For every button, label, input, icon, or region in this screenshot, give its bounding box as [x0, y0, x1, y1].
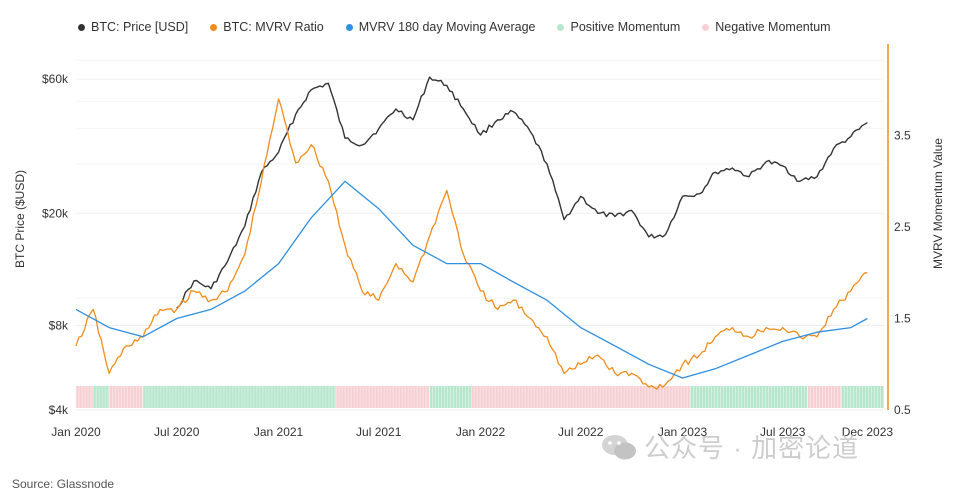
x-tick-label: Jan 2020 — [51, 425, 101, 439]
legend-item: Negative Momentum — [702, 20, 831, 34]
legend-marker — [78, 23, 85, 31]
source-note: Source: Glassnode — [12, 477, 115, 491]
legend-label: Positive Momentum — [570, 20, 681, 34]
x-tick-label: Jul 2022 — [558, 425, 604, 439]
negative-momentum-band — [109, 386, 143, 408]
positive-momentum-band — [690, 386, 808, 408]
x-tick-label: Jan 2023 — [658, 425, 708, 439]
positive-momentum-band — [841, 386, 884, 408]
legend-label: MVRV 180 day Moving Average — [358, 20, 536, 34]
negative-momentum-band — [336, 386, 430, 408]
legend-label: BTC: MVRV Ratio — [223, 20, 324, 34]
legend-marker — [702, 23, 710, 31]
negative-momentum-band — [471, 386, 691, 408]
legend-item: BTC: Price [USD] — [78, 20, 188, 34]
legend: BTC: Price [USD] BTC: MVRV Ratio MVRV 180 … — [78, 20, 831, 34]
momentum-bands — [75, 386, 884, 408]
grid-lines — [76, 59, 884, 411]
legend-marker — [345, 23, 353, 31]
positive-momentum-band — [93, 386, 110, 408]
y-left-tick-label: $20k — [42, 206, 69, 220]
y-right-tick-label: 1.5 — [894, 312, 911, 326]
x-tick-label: Jul 2020 — [154, 425, 200, 439]
y-left-tick-label: $8k — [49, 318, 69, 332]
x-tick-label: Jul 2023 — [760, 425, 806, 439]
y-right-tick-label: 2.5 — [894, 220, 911, 234]
y-axis-right-label: MVRV Momentum Value — [931, 138, 945, 269]
positive-momentum-band — [142, 386, 337, 408]
watermark: 公众号 · 加密论道 — [600, 428, 859, 465]
axes: $60k $20k $8k $4k 3.5 2.5 1.5 0.5 Jan 2020 Jul 20… — [42, 44, 911, 439]
y-left-tick-label: $4k — [49, 403, 69, 417]
negative-momentum-band — [807, 386, 842, 408]
btc-price-line — [176, 76, 868, 309]
legend-marker — [557, 23, 565, 31]
x-tick-label: Dec 2023 — [842, 425, 894, 439]
y-right-tick-label: 3.5 — [894, 129, 911, 143]
legend-item: BTC: MVRV Ratio — [210, 20, 324, 34]
wechat-icon — [602, 434, 636, 459]
y-left-tick-label: $60k — [42, 72, 69, 86]
y-right-tick-label: 0.5 — [894, 403, 911, 417]
series-lines — [75, 76, 868, 390]
legend-item: Positive Momentum — [557, 20, 680, 34]
mvrv-ratio-line — [75, 98, 868, 390]
legend-label: BTC: Price [USD] — [91, 20, 189, 34]
legend-marker — [210, 23, 218, 31]
x-tick-label: Jan 2021 — [254, 425, 304, 439]
y-axis-left-label: BTC Price ($USD) — [13, 170, 27, 269]
mvrv-180d-ma-line — [75, 180, 868, 379]
x-tick-label: Jul 2021 — [356, 425, 402, 439]
legend-label: Negative Momentum — [715, 20, 831, 34]
watermark-text: 公众号 · 加密论道 — [644, 433, 860, 463]
x-tick-label: Jan 2022 — [456, 425, 506, 439]
negative-momentum-band — [76, 386, 94, 408]
legend-item: MVRV 180 day Moving Average — [345, 20, 536, 34]
